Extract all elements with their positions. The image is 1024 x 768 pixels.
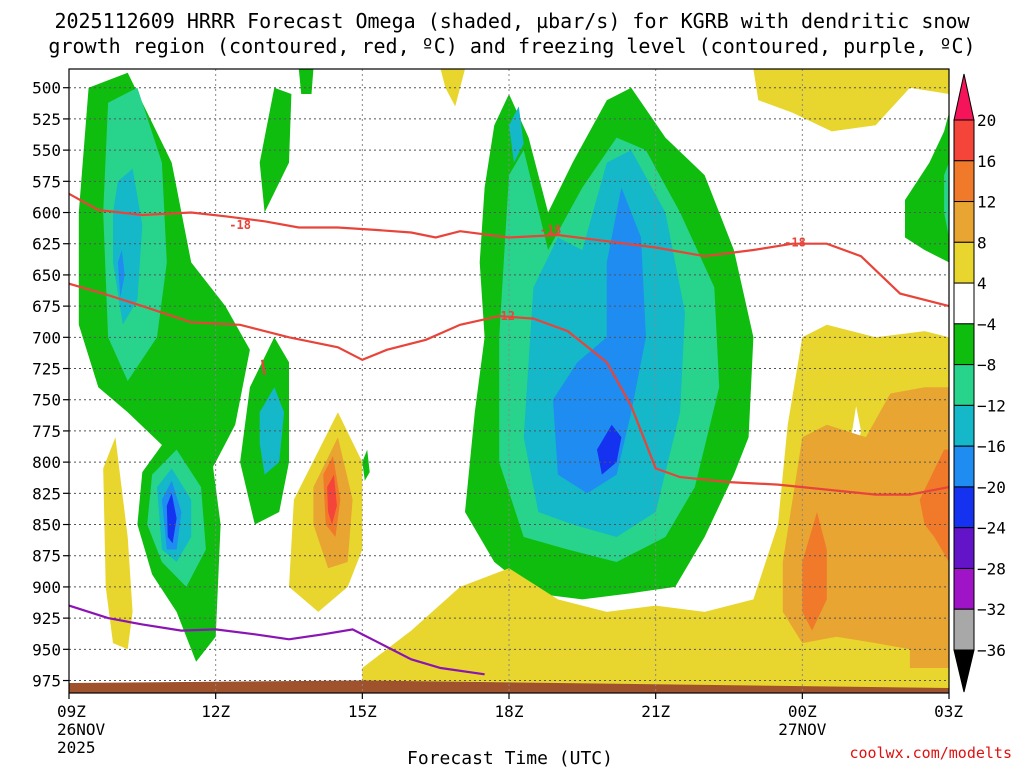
colorbar-label-6: −8 (977, 356, 996, 375)
colorbar-legend: 20 16 12 8 4 −4 −8 −12 −16 −20 −24 −28 −32 −36 (953, 73, 1006, 693)
x-tick-date-09Z: 26NOV (57, 720, 106, 739)
darkblue-lower-blob (166, 493, 177, 544)
colorbar-label-9: −20 (977, 478, 1006, 497)
colorbar-label-12: −32 (977, 600, 1006, 619)
ground-band (69, 680, 949, 693)
yellow-top-right (753, 69, 949, 132)
colorbar-bottom-arrow (953, 649, 975, 693)
y-tick-label-875: 875 (32, 547, 61, 566)
colorbar-box-0 (953, 119, 975, 162)
y-tick-label-650: 650 (32, 266, 61, 285)
green-right-edge (905, 112, 949, 263)
x-tick-label-12Z: 12Z (201, 702, 230, 721)
y-tick-label-825: 825 (32, 484, 61, 503)
y-tick-label-575: 575 (32, 172, 61, 191)
dgz-upper-contour-label-3: -18 (784, 235, 806, 249)
colorbar-label-13: −36 (977, 641, 1006, 660)
y-tick-label-600: 600 (32, 204, 61, 223)
colorbar-label-10: −24 (977, 519, 1006, 538)
x-tick-label-00Z: 00Z (788, 702, 817, 721)
dgz-upper-contour-label: -18 (229, 218, 251, 232)
y-tick-label-725: 725 (32, 360, 61, 379)
colorbar-label-3: 8 (977, 233, 987, 252)
colorbar-box-8 (953, 445, 975, 488)
y-tick-label-975: 975 (32, 672, 61, 691)
red-lower-mid-column (327, 474, 337, 525)
y-axis: 500 525 550 575 600 625 650 675 700 725 750 775 800 8… (32, 79, 69, 691)
colorbar-box-12 (953, 608, 975, 651)
x-axis-label: Forecast Time (UTC) (407, 748, 613, 768)
dgz-upper-contour (68, 192, 950, 308)
y-tick-label-500: 500 (32, 79, 61, 98)
title-line-2: growth region (contoured, red, ºC) and f… (48, 34, 975, 58)
ground-terrain (69, 680, 949, 693)
y-tick-label-925: 925 (32, 609, 61, 628)
colorbar-box-3 (953, 241, 975, 284)
title: 2025112609 HRRR Forecast Omega (shaded, … (48, 9, 975, 58)
colorbar-label-4: 4 (977, 274, 987, 293)
colorbar-box-6 (953, 364, 975, 406)
y-tick-label-550: 550 (32, 141, 61, 160)
colorbar-label-8: −16 (977, 437, 1006, 456)
y-tick-label-775: 775 (32, 422, 61, 441)
colorbar-box-7 (953, 404, 975, 447)
colorbar-label-11: −28 (977, 559, 1006, 578)
y-tick-label-800: 800 (32, 453, 61, 472)
plot-grid (69, 69, 949, 693)
green-tiny-blob (362, 449, 370, 481)
cyan-top-main-column (509, 106, 524, 163)
title-line-1: 2025112609 HRRR Forecast Omega (shaded, … (54, 9, 970, 33)
colorbar-box-11 (953, 567, 975, 610)
dgz-upper-contour-label-2: -18 (540, 223, 562, 237)
dgz-lower-contour (68, 282, 950, 496)
omega-shaded-field (78, 69, 949, 693)
yellow-far-left-patch (103, 437, 133, 650)
colorbar-box-5 (953, 323, 975, 366)
darkorange-right-edge (919, 449, 949, 562)
y-tick-label-850: 850 (32, 516, 61, 535)
x-tick-label-03Z: 03Z (934, 702, 963, 721)
credit-link[interactable]: coolwx.com/modelts (849, 744, 1012, 762)
x-tick-label-18Z: 18Z (495, 702, 524, 721)
colorbar-box-2 (953, 201, 975, 243)
colorbar-box-9 (953, 486, 975, 529)
colorbar-label-1: 16 (977, 152, 996, 171)
green-left-top-strip (298, 69, 314, 94)
yellow-top-center-sliver (440, 69, 465, 107)
y-tick-label-525: 525 (32, 110, 61, 129)
colorbar-label-7: −12 (977, 396, 1006, 415)
colorbar-label-5: −4 (977, 315, 996, 334)
x-tick-label-09Z: 09Z (57, 702, 86, 721)
colorbar-top-arrow (953, 73, 975, 121)
y-tick-label-700: 700 (32, 328, 61, 347)
x-tick-date-00Z: 27NOV (778, 720, 827, 739)
x-tick-label-15Z: 15Z (348, 702, 377, 721)
colorbar-label-0: 20 (977, 111, 996, 130)
x-tick-label-21Z: 21Z (641, 702, 670, 721)
colorbar-label-2: 12 (977, 193, 996, 212)
x-tick-year-09Z: 2025 (57, 738, 96, 757)
cyan-mid-column (259, 387, 285, 475)
y-tick-label-675: 675 (32, 297, 61, 316)
colorbar-box-10 (953, 527, 975, 569)
dgz-lower-contour-label: -12 (493, 309, 515, 323)
y-tick-label-900: 900 (32, 578, 61, 597)
temperature-contours: -18 -12 -18 -18 (68, 192, 950, 676)
freezing-level-contour (68, 604, 485, 676)
dgz-small-tick (261, 359, 266, 375)
darkorange-lower-right (802, 512, 827, 631)
y-tick-label-950: 950 (32, 640, 61, 659)
y-tick-label-750: 750 (32, 391, 61, 410)
colorbar-box-1 (953, 160, 975, 203)
blue-left-column (117, 250, 125, 298)
y-tick-label-625: 625 (32, 235, 61, 254)
colorbar-box-4 (953, 282, 975, 325)
blue-main-column (553, 187, 646, 494)
